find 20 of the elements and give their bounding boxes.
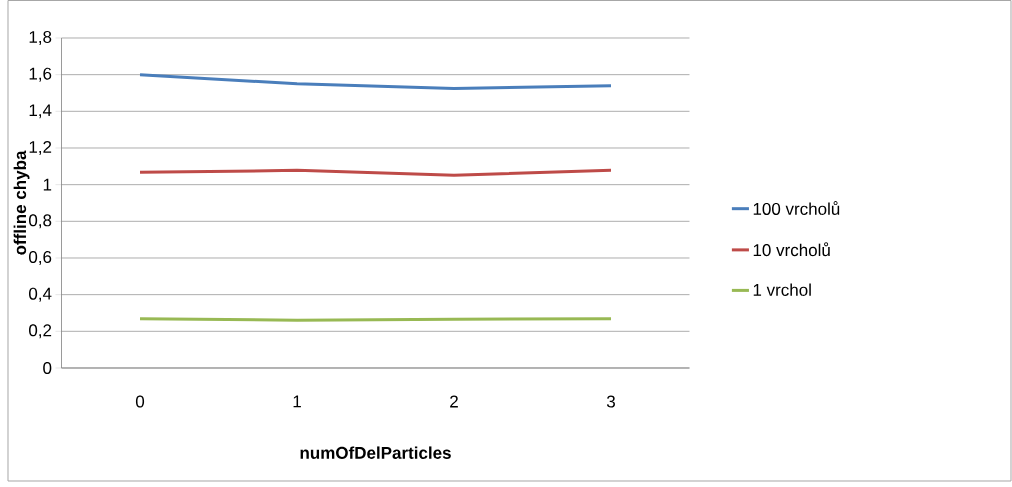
y-tick-label: 1,8 (29, 30, 52, 46)
legend-label: 100 vrcholů (753, 201, 840, 215)
y-tick-label: 0,8 (29, 214, 52, 229)
y-tick-label: 1,6 (29, 67, 52, 82)
y-tick-label: 1 (43, 178, 52, 191)
legend-label: 10 vrcholů (753, 242, 830, 257)
y-tick-label: 1,4 (29, 104, 52, 119)
x-tick-label: 1 (293, 395, 301, 408)
y-axis-title: offline chyba (13, 150, 30, 255)
x-axis-title: numOfDelParticles (300, 446, 451, 459)
y-tick-label: 0,6 (29, 250, 52, 266)
y-tick-label: 1,2 (29, 140, 52, 156)
line-series (138, 73, 613, 90)
legend-label: 1 vrchol (753, 283, 811, 296)
y-tick-label: 0 (43, 361, 52, 375)
x-tick-label: 2 (450, 395, 458, 408)
x-tick-label: 3 (606, 395, 615, 408)
x-tick-label: 0 (135, 395, 145, 408)
y-tick-label: 0,4 (29, 287, 52, 302)
y-tick-label: 0,2 (29, 324, 52, 339)
